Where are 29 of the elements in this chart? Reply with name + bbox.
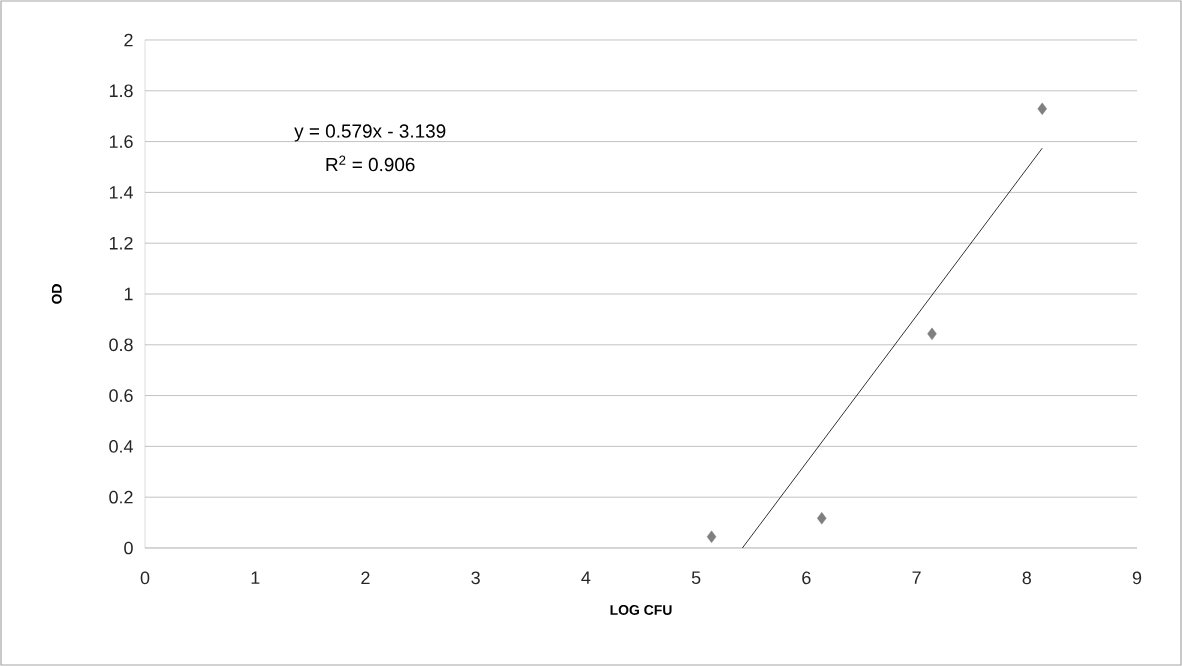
x-tick-label: 0	[140, 571, 150, 585]
x-tick-label: 8	[1022, 571, 1032, 585]
x-tick-label: 3	[471, 571, 480, 585]
x-tick-label: 1	[251, 571, 260, 584]
point	[1037, 102, 1047, 116]
y-tick-label: 0.6	[109, 389, 133, 402]
x-tick-label: 5	[691, 571, 701, 585]
y-tick-label: 1	[124, 287, 133, 301]
y-tick-label: 1.2	[109, 236, 133, 250]
x-tick-label: 7	[912, 571, 921, 584]
y-tick-label: 1.4	[109, 186, 133, 199]
annotation: y = 0.579x - 3.139	[294, 124, 446, 142]
y-axis-title: OD	[51, 284, 62, 304]
x-tick-label: 4	[581, 571, 591, 584]
y-tick-label: 0.8	[109, 338, 133, 352]
x-axis-title: LOG CFU	[610, 605, 672, 615]
point	[706, 530, 717, 544]
point	[927, 327, 937, 341]
y-tick-label: 0.2	[109, 490, 133, 504]
x-tick-label: 9	[1132, 571, 1142, 585]
y-tick-label: 0.4	[109, 440, 133, 453]
x-tick-label: 6	[802, 571, 811, 585]
annotation: R$^{2}$ = 0.906	[326, 155, 415, 172]
x-tick-label: 2	[361, 571, 370, 585]
y-tick-label: 0	[124, 541, 133, 555]
y-tick-label: 1.6	[109, 135, 133, 148]
y-tick-label: 1.8	[109, 84, 133, 98]
y-tick-label: 2	[124, 33, 133, 47]
point	[817, 512, 827, 525]
